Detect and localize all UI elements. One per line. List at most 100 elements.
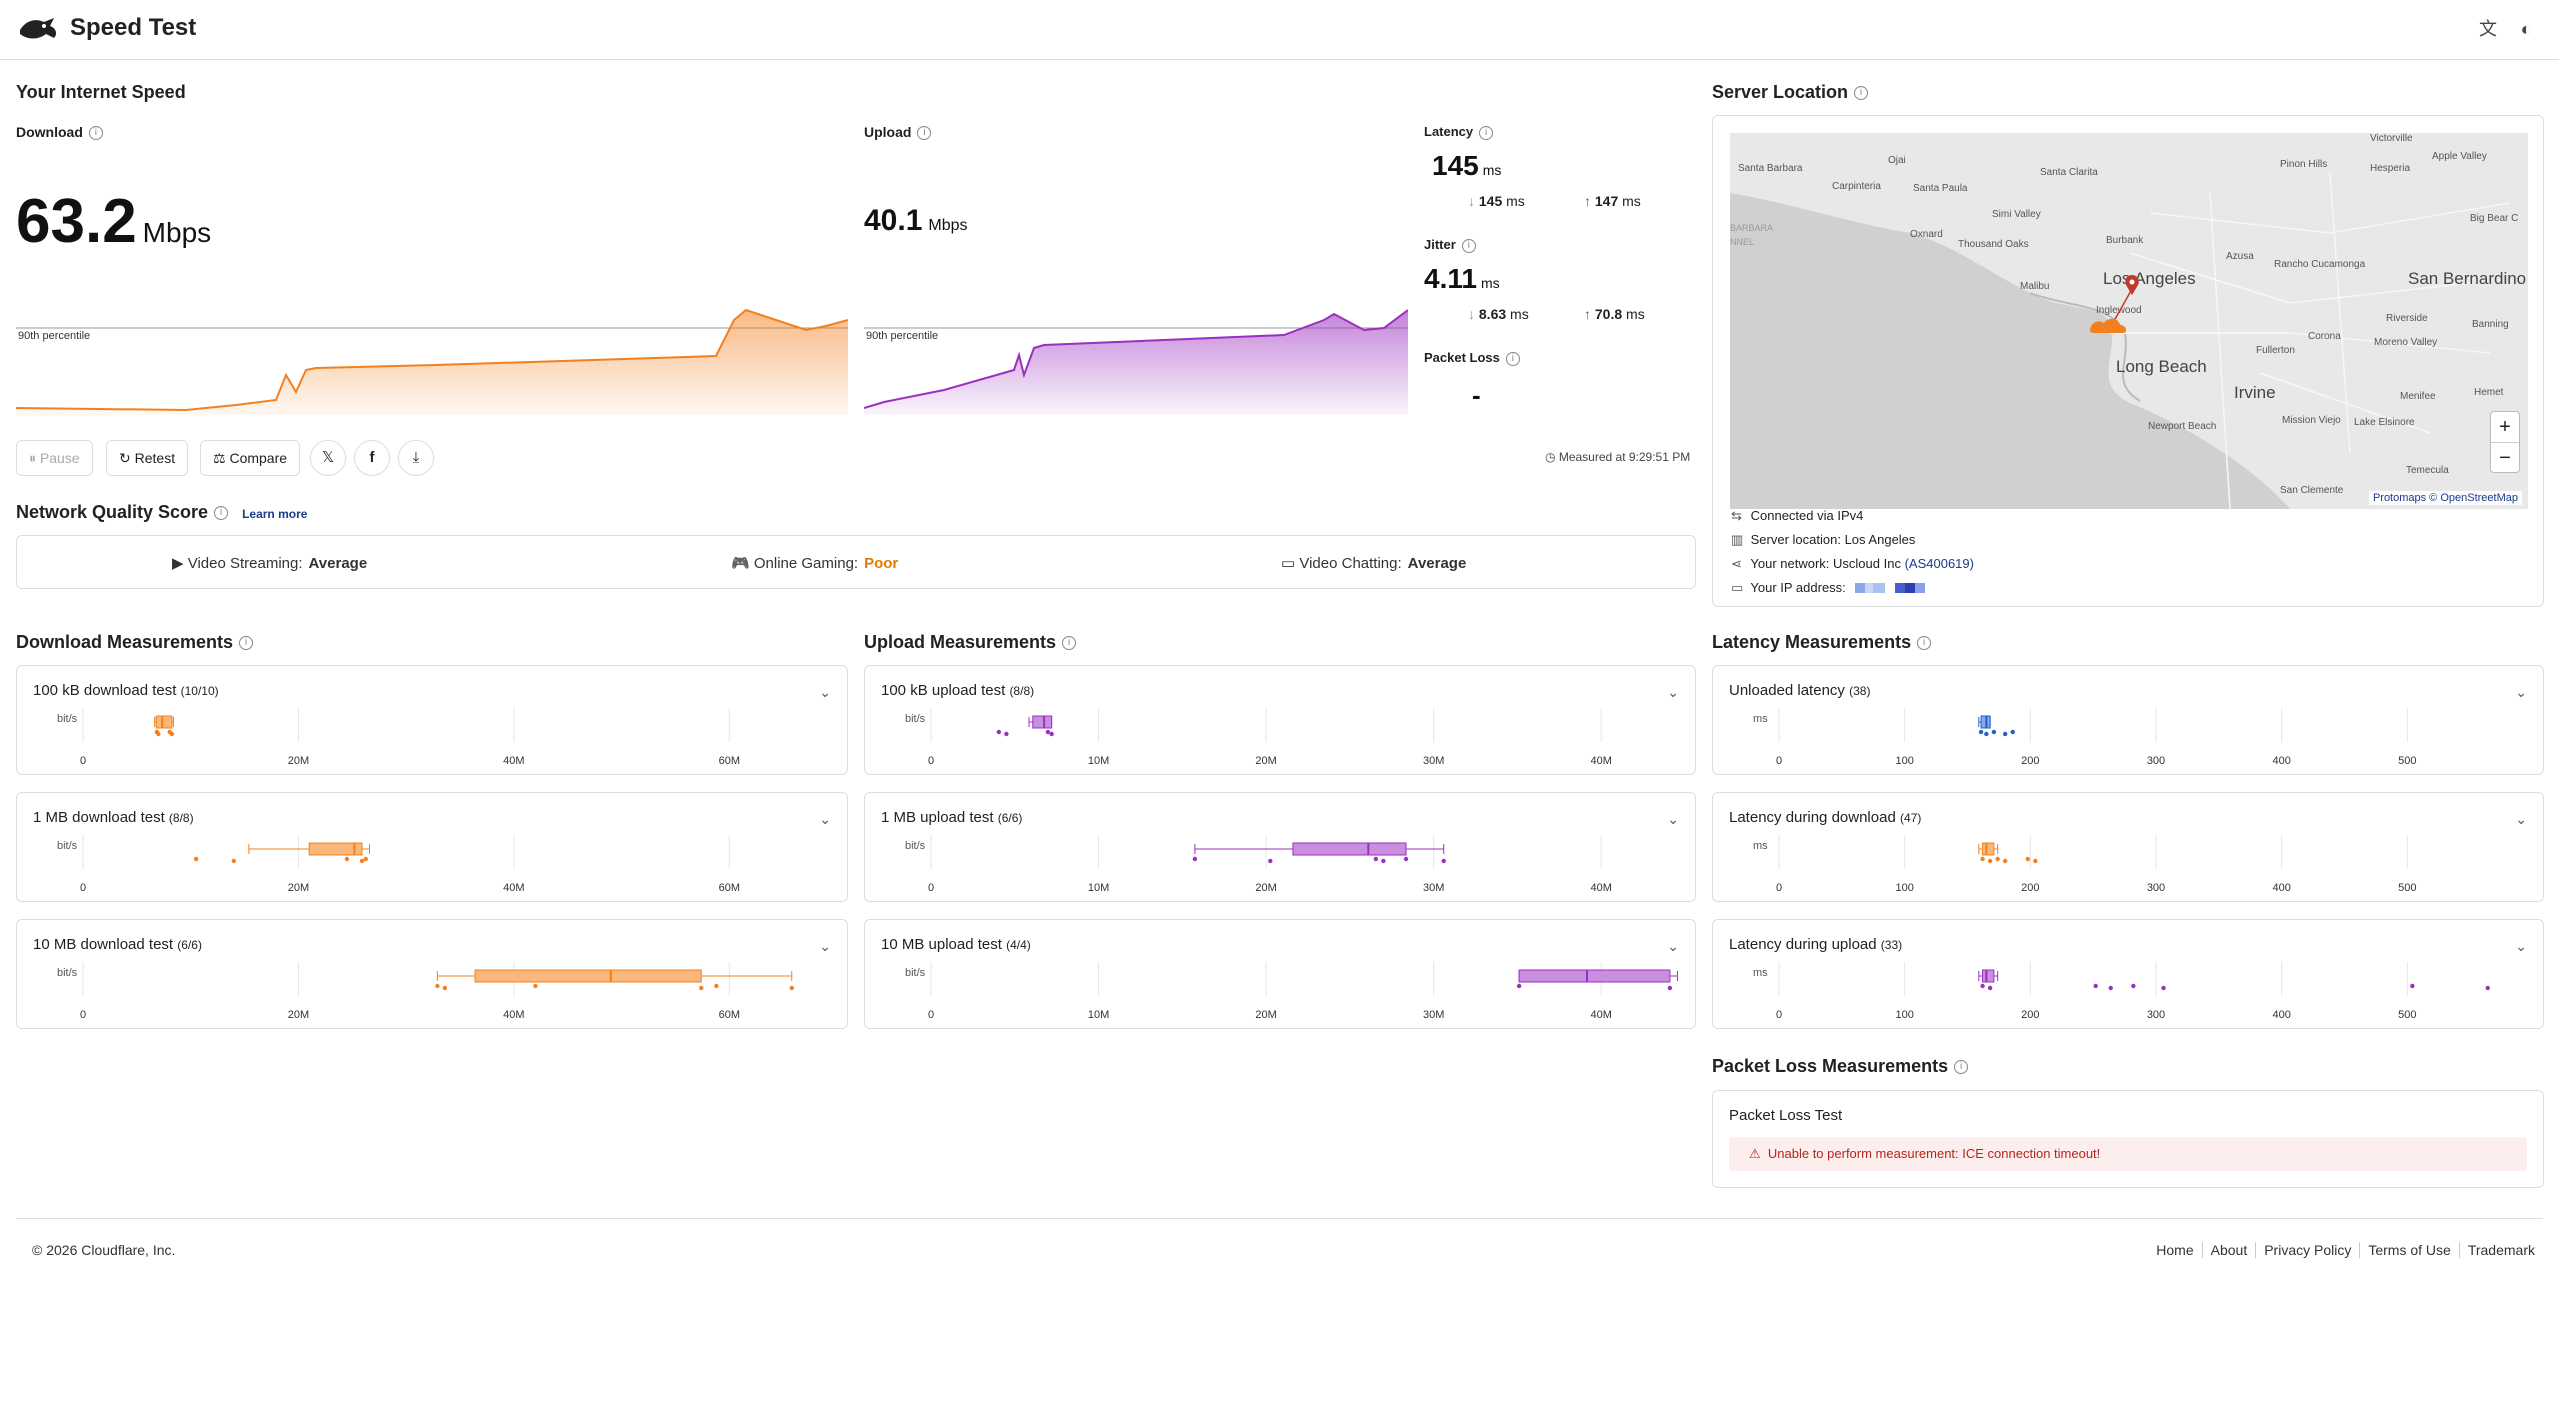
test-count: (10/10) bbox=[180, 684, 219, 698]
upload-measurements-card[interactable]: 100 kB upload test (8/8) ⌄ bit/s 0 10M 20M 30M… bbox=[864, 665, 1696, 775]
info-icon[interactable]: i bbox=[214, 506, 229, 521]
pause-button[interactable]: ⏸ Pause bbox=[16, 440, 93, 476]
footer-link-privacy[interactable]: Privacy Policy bbox=[2255, 1242, 2360, 1258]
learn-more-link[interactable]: Learn more bbox=[242, 507, 308, 521]
tick-label: 40M bbox=[503, 882, 524, 894]
arrow-down-icon: ↓ bbox=[1468, 193, 1475, 209]
info-icon[interactable]: i bbox=[88, 126, 103, 141]
share-facebook-button[interactable]: f bbox=[354, 440, 390, 476]
tick-label: 0 bbox=[1776, 1009, 1782, 1021]
measurement-test-title: Latency during upload (33) bbox=[1729, 936, 1902, 953]
info-icon[interactable]: i bbox=[917, 126, 932, 141]
building-icon: ▥ bbox=[1731, 532, 1744, 547]
info-icon[interactable]: i bbox=[1854, 86, 1869, 101]
info-icon[interactable]: i bbox=[1917, 636, 1932, 651]
footer-link-about[interactable]: About bbox=[2201, 1242, 2256, 1258]
download-results-button[interactable]: ⤓ bbox=[398, 440, 434, 476]
camera-icon: ▭ bbox=[1281, 555, 1296, 572]
upload-measurements-card[interactable]: 1 MB upload test (6/6) ⌄ bit/s 0 10M 20M 30M 40… bbox=[864, 792, 1696, 902]
data-point bbox=[2108, 985, 2113, 991]
latency-measurements-card[interactable]: Latency during upload (33) ⌄ ms 0 100 200 300 4… bbox=[1712, 919, 2544, 1029]
chevron-down-icon[interactable]: ⌄ bbox=[819, 938, 831, 954]
box-plot-chart: bit/s 0 10M 20M 30M 40M bbox=[905, 835, 1612, 894]
map-label: NNEL bbox=[1730, 237, 1755, 247]
map-label: Malibu bbox=[2020, 281, 2050, 292]
upload-measurements-card[interactable]: 10 MB upload test (4/4) ⌄ bit/s 0 10M 20M 30M 4… bbox=[864, 919, 1696, 1029]
map-label: Hesperia bbox=[2370, 163, 2411, 174]
asn-link[interactable]: (AS400619) bbox=[1904, 556, 1974, 571]
info-icon[interactable]: i bbox=[239, 636, 254, 651]
map[interactable]: Santa Barbara Ojai Carpinteria Santa Cla… bbox=[1730, 133, 2528, 509]
map-attribution[interactable]: Protomaps © OpenStreetMap bbox=[2368, 491, 2522, 505]
upload-measurements-title: Upload Measurements i bbox=[864, 632, 1077, 653]
speed-section-title: Your Internet Speed bbox=[16, 82, 186, 102]
box-plot-chart: bit/s 0 10M 20M 30M 40M bbox=[905, 708, 1612, 767]
chevron-down-icon[interactable]: ⌄ bbox=[2515, 684, 2527, 700]
data-point bbox=[789, 985, 794, 991]
tick-label: 0 bbox=[1776, 882, 1782, 894]
axis-unit-label: bit/s bbox=[57, 967, 78, 979]
map-label: Fullerton bbox=[2256, 345, 2295, 356]
tick-label: 100 bbox=[1895, 882, 1913, 894]
map-label: Corona bbox=[2308, 331, 2341, 342]
info-icon[interactable]: i bbox=[1954, 1060, 1969, 1075]
data-point bbox=[1667, 985, 1673, 991]
info-icon[interactable]: i bbox=[1479, 125, 1494, 140]
data-point bbox=[363, 856, 368, 862]
data-point bbox=[435, 983, 440, 989]
theme-icon[interactable]: ◐ bbox=[2520, 19, 2532, 39]
share-x-button[interactable]: 𝕏 bbox=[310, 440, 346, 476]
compare-button[interactable]: ⚖ Compare bbox=[200, 440, 301, 476]
map-label: Banning bbox=[2472, 319, 2509, 330]
info-icon[interactable]: i bbox=[1062, 636, 1077, 651]
upload-label: Upload i bbox=[864, 124, 932, 141]
measurement-test-title: Unloaded latency (38) bbox=[1729, 682, 1870, 699]
chevron-down-icon[interactable]: ⌄ bbox=[1667, 938, 1679, 954]
axis-unit-label: bit/s bbox=[905, 840, 926, 852]
tick-label: 200 bbox=[2021, 755, 2039, 767]
measurement-test-title: 10 MB download test (6/6) bbox=[33, 936, 202, 953]
tick-label: 0 bbox=[1776, 755, 1782, 767]
download-measurements-card[interactable]: 1 MB download test (8/8) ⌄ bit/s 0 20M 40M 60M bbox=[16, 792, 848, 902]
tick-label: 500 bbox=[2398, 1009, 2416, 1021]
data-point bbox=[1991, 729, 1997, 735]
latency-measurements-card[interactable]: Latency during download (47) ⌄ ms 0 100 200 30… bbox=[1712, 792, 2544, 902]
cloudflare-logo-icon bbox=[20, 18, 57, 39]
connected-via: ⇆ Connected via IPv4 bbox=[1731, 508, 1864, 523]
latency-measurements-card[interactable]: Unloaded latency (38) ⌄ ms 0 100 200 300 400 500 bbox=[1712, 665, 2544, 775]
tick-label: 400 bbox=[2272, 882, 2290, 894]
footer-links: Home About Privacy Policy Terms of Use Trade… bbox=[2148, 1242, 2543, 1258]
compare-icon: ⚖ bbox=[213, 450, 226, 466]
data-point bbox=[1268, 858, 1273, 864]
zoom-in-button[interactable]: + bbox=[2491, 412, 2519, 443]
test-count: (38) bbox=[1849, 684, 1871, 698]
chevron-down-icon[interactable]: ⌄ bbox=[1667, 684, 1679, 700]
chevron-down-icon[interactable]: ⌄ bbox=[819, 811, 831, 827]
box-plot-chart: ms 0 100 200 300 400 500 bbox=[1753, 835, 2417, 894]
tick-label: 20M bbox=[288, 1009, 309, 1021]
axis-unit-label: bit/s bbox=[57, 840, 78, 852]
tick-label: 500 bbox=[2398, 882, 2416, 894]
box bbox=[474, 969, 702, 983]
data-point bbox=[156, 731, 161, 737]
map-label: San Bernardino bbox=[2408, 269, 2527, 288]
download-measurements-card[interactable]: 10 MB download test (6/6) ⌄ bit/s 0 20M 40M 60… bbox=[16, 919, 848, 1029]
zoom-out-button[interactable]: − bbox=[2499, 447, 2511, 469]
translate-icon[interactable]: 文 bbox=[2479, 19, 2497, 39]
footer-link-trademark[interactable]: Trademark bbox=[2458, 1242, 2543, 1258]
chevron-down-icon[interactable]: ⌄ bbox=[2515, 938, 2527, 954]
download-measurements-card[interactable]: 100 kB download test (10/10) ⌄ bit/s 0 20M 40… bbox=[16, 665, 848, 775]
chevron-down-icon[interactable]: ⌄ bbox=[2515, 811, 2527, 827]
ip-redacted bbox=[1855, 581, 1926, 596]
chevron-down-icon[interactable]: ⌄ bbox=[1667, 811, 1679, 827]
box-plot-chart: bit/s 0 20M 40M 60M bbox=[57, 962, 794, 1021]
data-point bbox=[714, 983, 719, 989]
footer-link-terms[interactable]: Terms of Use bbox=[2359, 1242, 2459, 1258]
info-icon[interactable]: i bbox=[1461, 238, 1476, 253]
chevron-down-icon[interactable]: ⌄ bbox=[819, 684, 831, 700]
retest-button[interactable]: ↻ Retest bbox=[106, 440, 189, 476]
network-quality-title: Network Quality Score i Learn more bbox=[16, 502, 308, 522]
footer-link-home[interactable]: Home bbox=[2156, 1242, 2194, 1258]
info-icon[interactable]: i bbox=[1505, 351, 1520, 366]
jitter-value: 4.11 ms bbox=[1424, 263, 1500, 294]
